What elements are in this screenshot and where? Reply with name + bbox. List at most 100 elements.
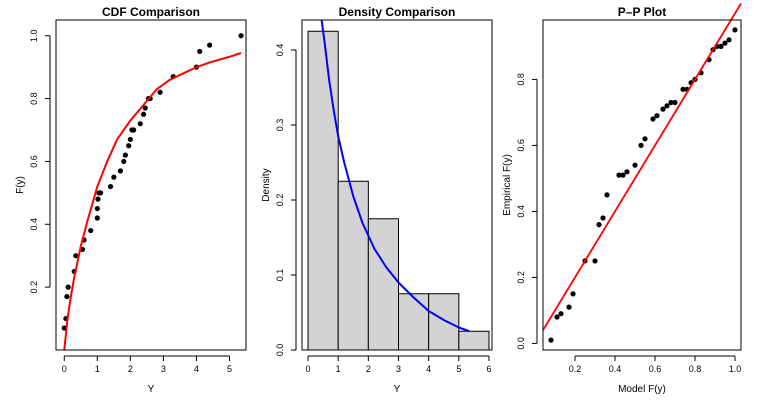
x-axis-label: Y (394, 384, 401, 395)
data-point (107, 183, 114, 190)
y-tick-label: 0.0 (516, 337, 526, 350)
pp-point (624, 169, 630, 175)
x-axis-label: Y (148, 384, 155, 395)
pp-point (642, 136, 648, 142)
x-tick-label: 3 (161, 364, 166, 374)
x-tick-label: 1 (95, 364, 100, 374)
histogram-bar (428, 293, 460, 351)
plot-frame (542, 19, 742, 351)
data-point (122, 152, 128, 158)
x-tick-label: 0 (306, 364, 311, 374)
pp-point (672, 99, 678, 106)
data-point (117, 168, 124, 174)
pp-point (554, 314, 560, 320)
y-tick-label: 0.8 (29, 92, 39, 105)
pp-point (638, 142, 644, 148)
chart-title: P–P Plot (618, 5, 666, 19)
model-cdf-line (63, 52, 242, 351)
pp-point (726, 37, 732, 43)
pp-point (660, 106, 666, 112)
plot-frame (55, 19, 247, 351)
y-tick-label: 0.8 (516, 73, 526, 86)
data-point (157, 89, 163, 95)
x-axis-label: Model F(y) (618, 384, 666, 395)
reference-line (542, 3, 742, 331)
data-point (131, 127, 137, 133)
pp-point (650, 116, 656, 122)
data-point (121, 158, 127, 165)
y-tick-label: 0.4 (516, 205, 526, 218)
pp-point (548, 337, 554, 343)
x-tick-label: 0.6 (649, 364, 662, 374)
pp-point (732, 27, 738, 33)
histogram-bar (458, 330, 490, 351)
pp-point (664, 103, 670, 109)
x-tick-label: 1.0 (729, 364, 742, 374)
panel-2: Density Comparison 0 1 2 3 4 5 6 0.0 0.1 0.2 0.3 0.4… (261, 5, 493, 395)
x-tick-label: 6 (486, 364, 491, 374)
data-point (137, 121, 143, 127)
pp-point (600, 215, 606, 221)
pp-point (596, 222, 602, 228)
data-point (127, 136, 133, 143)
data-point (65, 284, 71, 290)
histogram-bar (337, 180, 369, 351)
x-tick-label: 0.2 (569, 364, 582, 374)
pp-point (570, 291, 576, 297)
pp-point (718, 43, 724, 50)
pp-point (680, 86, 686, 92)
x-tick-label: 5 (456, 364, 461, 374)
x-tick-label: 0.8 (689, 364, 702, 374)
pp-point (616, 172, 622, 178)
pp-point (654, 113, 660, 119)
x-tick-label: 2 (128, 364, 133, 374)
histogram-bar (398, 293, 430, 351)
data-point (111, 174, 117, 180)
x-tick-label: 0.4 (609, 364, 622, 374)
chart-title: Density Comparison (339, 5, 456, 19)
panel-1: CDF Comparison 0 1 2 3 4 5 0.2 0.4 0.6 0.8 1.0 Y F(y) (15, 5, 247, 395)
data-point (207, 42, 213, 48)
plot-frame (301, 19, 493, 351)
pp-point (604, 192, 610, 198)
y-tick-label: 1.0 (29, 29, 39, 42)
pp-point (668, 99, 674, 106)
y-tick-label: 0.6 (516, 139, 526, 152)
histogram-bar (307, 30, 339, 351)
pp-point (632, 162, 638, 168)
data-point (64, 293, 70, 300)
pp-point (620, 172, 626, 178)
y-axis-label: F(y) (15, 176, 26, 194)
x-tick-label: 3 (396, 364, 401, 374)
x-tick-label: 2 (366, 364, 371, 374)
data-point (197, 48, 203, 55)
data-point (88, 227, 94, 234)
pp-point (722, 40, 728, 46)
model-density-line (320, 19, 470, 333)
y-tick-label: 0.1 (275, 269, 285, 282)
data-point (238, 33, 244, 39)
x-tick-label: 4 (426, 364, 431, 374)
data-point (95, 196, 101, 202)
x-tick-label: 4 (194, 364, 199, 374)
data-point (73, 253, 79, 259)
y-tick-label: 0.2 (275, 194, 285, 207)
y-tick-label: 0.4 (275, 44, 285, 57)
x-tick-label: 5 (227, 364, 232, 374)
y-tick-label: 0.3 (275, 119, 285, 132)
data-point (126, 143, 132, 149)
y-tick-label: 0.6 (29, 155, 39, 168)
y-tick-label: 0.2 (29, 281, 39, 294)
y-tick-label: 0.4 (29, 218, 39, 231)
pp-point (566, 304, 572, 310)
histogram-bar (367, 218, 400, 351)
pp-point (558, 311, 564, 317)
data-point (142, 105, 148, 111)
pp-point (592, 258, 598, 264)
chart-title: CDF Comparison (102, 5, 200, 19)
data-point (140, 111, 147, 117)
x-tick-label: 1 (336, 364, 341, 374)
panel-3: P–P Plot 0.2 0.4 0.6 0.8 1.0 0.0 0.2 0.4 0.6 0.8 Mo… (502, 3, 742, 395)
y-axis-label: Empirical F(y) (502, 154, 513, 216)
